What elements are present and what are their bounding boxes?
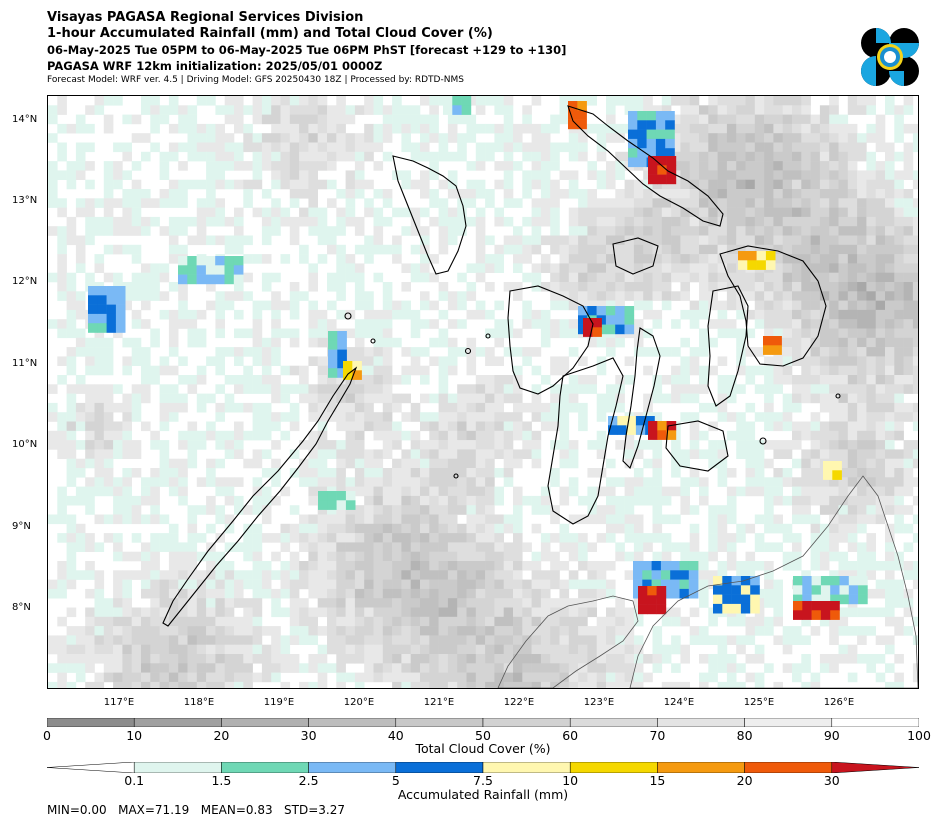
cloud-cover-swatch bbox=[308, 718, 397, 727]
coast-islet-4 bbox=[485, 333, 491, 339]
rainfall-swatch bbox=[395, 762, 484, 773]
rainfall-field bbox=[88, 96, 868, 620]
rainfall-swatch bbox=[569, 762, 658, 773]
rainfall-tick: 10 bbox=[562, 773, 579, 788]
title-initialization: PAGASA WRF 12km initialization: 2025/05/… bbox=[47, 59, 383, 73]
cloud-cover-swatch bbox=[831, 718, 919, 727]
coast-negros bbox=[547, 357, 624, 525]
lat-label-10: 10°N bbox=[12, 439, 38, 450]
statistics-line: MIN=0.00 MAX=71.19 MEAN=0.83 STD=3.27 bbox=[47, 803, 346, 817]
coast-islet-6 bbox=[759, 437, 767, 445]
cloud-cover-swatch bbox=[657, 718, 745, 727]
cloud-cover-swatch bbox=[395, 718, 484, 727]
lon-label-117: 117°E bbox=[103, 697, 135, 708]
cloud-cover-tick: 50 bbox=[475, 728, 491, 743]
coast-leyte bbox=[707, 285, 749, 407]
coast-cebu bbox=[622, 327, 661, 469]
cloud-cover-colorbar bbox=[47, 718, 919, 727]
cloud-cover-tick: 100 bbox=[907, 728, 931, 743]
coast-islet-1 bbox=[344, 312, 352, 320]
cloud-cover-tick: 0 bbox=[43, 728, 51, 743]
rainfall-tick: 2.5 bbox=[298, 773, 319, 788]
cloud-cover-field bbox=[48, 96, 918, 688]
coastlines bbox=[162, 105, 918, 688]
rainfall-tick: 7.5 bbox=[473, 773, 493, 788]
lon-label-119: 119°E bbox=[263, 697, 295, 708]
cloud-cover-swatch bbox=[569, 718, 658, 727]
cloud-cover-tick: 70 bbox=[649, 728, 666, 743]
coast-islet-7 bbox=[835, 393, 841, 399]
coast-mindanao bbox=[629, 475, 918, 688]
cloud-cover-tick: 40 bbox=[387, 728, 404, 743]
cloud-cover-title: Total Cloud Cover (%) bbox=[415, 741, 551, 756]
coast-bicol bbox=[567, 105, 724, 227]
coast-masbate bbox=[612, 237, 659, 275]
rainfall-swatch bbox=[221, 762, 309, 773]
lat-label-11: 11°N bbox=[12, 358, 38, 369]
rainfall-swatch bbox=[47, 762, 135, 773]
rainfall-tick: 20 bbox=[736, 773, 753, 788]
coast-mindoro bbox=[392, 155, 467, 275]
cloud-cover-tick: 90 bbox=[823, 728, 840, 743]
cloud-cover-swatch bbox=[47, 718, 135, 727]
rainfall-tick: 15 bbox=[649, 773, 666, 788]
rainfall-colorbar bbox=[47, 762, 919, 773]
lon-label-120: 120°E bbox=[343, 697, 375, 708]
rainfall-swatch bbox=[482, 762, 571, 773]
cloud-cover-tick: 60 bbox=[562, 728, 579, 743]
rainfall-swatch bbox=[133, 762, 222, 773]
lat-label-8: 8°N bbox=[12, 602, 31, 613]
lat-label-12: 12°N bbox=[12, 276, 38, 287]
pagasa-logo bbox=[861, 28, 919, 86]
cloud-cover-tick: 20 bbox=[213, 728, 230, 743]
cloud-cover-swatch bbox=[744, 718, 833, 727]
cloud-cover-swatch bbox=[221, 718, 309, 727]
rainfall-swatch bbox=[657, 762, 745, 773]
lon-label-125: 125°E bbox=[743, 697, 775, 708]
coast-zamboanga bbox=[497, 595, 639, 688]
rainfall-tick: 0.1 bbox=[124, 773, 145, 788]
rainfall-swatch bbox=[831, 762, 919, 773]
rainfall-swatch bbox=[744, 762, 833, 773]
lat-label-13: 13°N bbox=[12, 195, 38, 206]
rainfall-tick: 5 bbox=[391, 773, 400, 788]
coast-samar bbox=[719, 245, 827, 367]
rainfall-cloud-map bbox=[47, 95, 919, 689]
coast-islet-5 bbox=[453, 473, 459, 479]
title-model-info: Forecast Model: WRF ver. 4.5 | Driving M… bbox=[47, 75, 464, 85]
coast-islet-3 bbox=[464, 347, 472, 355]
lon-label-118: 118°E bbox=[183, 697, 215, 708]
lon-label-122: 122°E bbox=[503, 697, 535, 708]
cloud-cover-swatch bbox=[133, 718, 222, 727]
rainfall-tick: 1.5 bbox=[211, 773, 232, 788]
map-canvas bbox=[48, 96, 918, 688]
cloud-cover-swatch bbox=[482, 718, 571, 727]
rainfall-tick: 30 bbox=[823, 773, 840, 788]
coast-bohol bbox=[665, 420, 729, 472]
lat-label-14: 14°N bbox=[12, 114, 38, 125]
rainfall-title: Accumulated Rainfall (mm) bbox=[397, 787, 569, 802]
title-product: 1-hour Accumulated Rainfall (mm) and Tot… bbox=[47, 26, 493, 41]
cloud-cover-tick: 10 bbox=[126, 728, 143, 743]
cloud-cover-tick: 80 bbox=[736, 728, 753, 743]
title-valid-time: 06-May-2025 Tue 05PM to 06-May-2025 Tue … bbox=[47, 43, 567, 57]
lon-label-123: 123°E bbox=[583, 697, 615, 708]
coast-islet-2 bbox=[370, 338, 376, 344]
cloud-cover-tick: 30 bbox=[300, 728, 317, 743]
lon-label-124: 124°E bbox=[663, 697, 695, 708]
title-division: Visayas PAGASA Regional Services Divisio… bbox=[47, 10, 364, 25]
lat-label-9: 9°N bbox=[12, 521, 31, 532]
rainfall-swatch bbox=[308, 762, 397, 773]
coast-palawan bbox=[162, 366, 358, 627]
lon-label-121: 121°E bbox=[423, 697, 455, 708]
lon-label-126: 126°E bbox=[823, 697, 855, 708]
